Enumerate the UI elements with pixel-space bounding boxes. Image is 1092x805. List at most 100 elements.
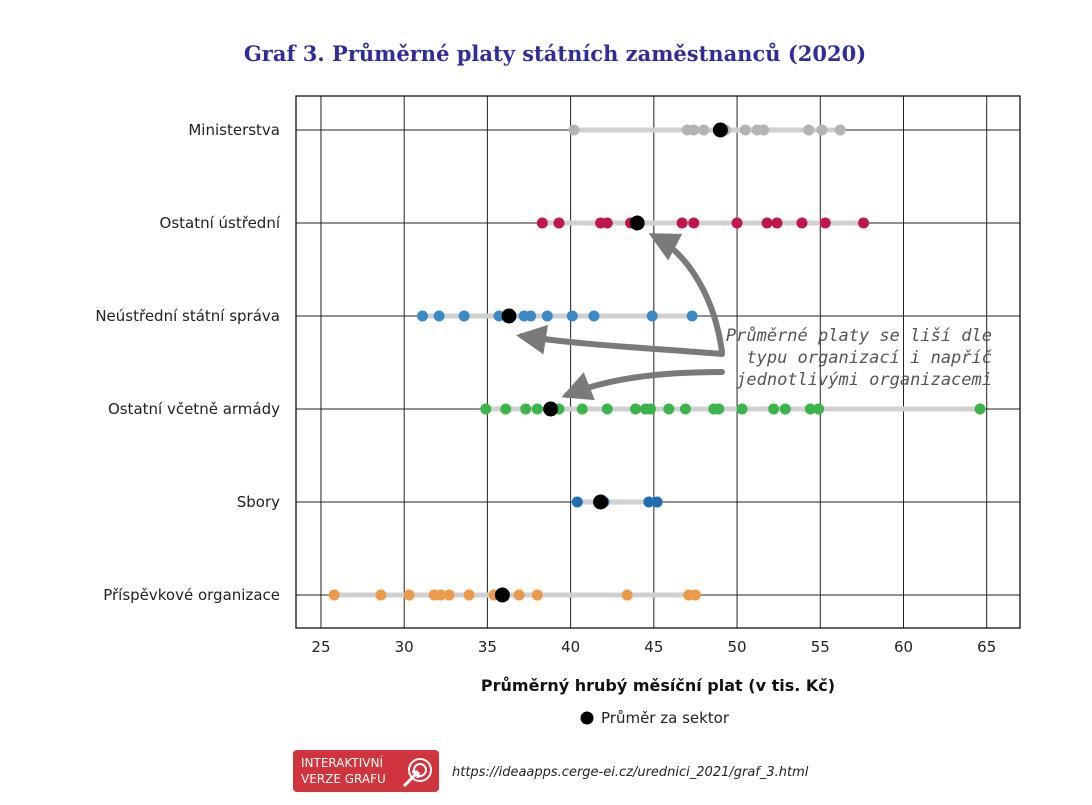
category-4-point-10: [645, 403, 657, 415]
category-3-point-9: [588, 310, 600, 322]
category-5-point-4: [651, 496, 663, 508]
category-3-label: Neústřední státní správa: [95, 307, 280, 325]
x-tick-label-55: 55: [811, 638, 830, 656]
category-3-point-1: [416, 310, 428, 322]
category-3-point-3: [458, 310, 470, 322]
category-2-point-2: [553, 217, 565, 229]
category-4-point-16: [768, 403, 780, 415]
category-2-point-7: [688, 217, 700, 229]
category-3-point-8: [566, 310, 578, 322]
arrow-to-ostatni-ustredni: [648, 233, 725, 355]
category-5-label: Sbory: [237, 493, 280, 511]
category-1-point-8: [758, 124, 770, 136]
category-2-point-9: [761, 217, 773, 229]
category-4-point-8: [630, 403, 642, 415]
category-2-point-8: [731, 217, 743, 229]
category-3-point-4: [493, 310, 505, 322]
category-3-point-7: [541, 310, 553, 322]
category-6-point-5: [435, 589, 447, 601]
category-4-point-7: [601, 403, 613, 415]
category-2-label: Ostatní ústřední: [160, 214, 281, 232]
category-4-point-2: [500, 403, 512, 415]
interactive-url-link[interactable]: https://ideaapps.cerge-ei.cz/urednici_20…: [452, 765, 809, 780]
x-tick-label-25: 25: [311, 638, 330, 656]
target-arrow-icon: [402, 758, 432, 788]
legend-mean-marker: [580, 711, 594, 725]
category-4-point-1: [480, 403, 492, 415]
category-3-point-6: [525, 310, 537, 322]
category-2-point-6: [676, 217, 688, 229]
data-points: [328, 124, 986, 601]
category-1-point-9: [803, 124, 815, 136]
x-tick-label-60: 60: [894, 638, 913, 656]
category-4-point-18: [804, 403, 816, 415]
category-4-point-6: [576, 403, 588, 415]
category-3-point-2: [433, 310, 445, 322]
x-tick-label-50: 50: [728, 638, 747, 656]
category-4-point-4: [531, 403, 543, 415]
chart-title: Graf 3. Průměrné platy státních zaměstna…: [244, 41, 866, 66]
category-1-point-3: [688, 124, 700, 136]
category-1-point-10: [816, 124, 828, 136]
annotation-arrows: [516, 233, 725, 401]
category-2-point-10: [771, 217, 783, 229]
category-1-point-6: [739, 124, 751, 136]
category-2-point-13: [858, 217, 870, 229]
category-6-point-1: [328, 589, 340, 601]
arrow-to-neustredni: [516, 324, 725, 357]
category-labels: Ministerstva Ostatní ústřední Neústřední s…: [95, 121, 281, 604]
category-1-point-11: [834, 124, 846, 136]
category-6-label: Příspěvkové organizace: [103, 586, 280, 604]
category-4-label: Ostatní včetně armády: [108, 400, 280, 418]
annotation-line-1: Průměrné platy se liší dle: [726, 326, 992, 346]
category-2-point-4: [601, 217, 613, 229]
category-1-point-1: [568, 124, 580, 136]
category-3-point-10: [646, 310, 658, 322]
x-tick-label-65: 65: [977, 638, 996, 656]
category-5-point-1: [571, 496, 583, 508]
category-6-point-10: [531, 589, 543, 601]
category-6-point-11: [621, 589, 633, 601]
mean-markers: [494, 122, 728, 603]
category-4-point-3: [520, 403, 532, 415]
category-4-point-14: [713, 403, 725, 415]
category-6-point-6: [443, 589, 455, 601]
category-6-point-7: [463, 589, 475, 601]
badge-line-2: VERZE GRAFU: [301, 772, 386, 786]
category-4-mean-marker: [543, 401, 559, 417]
category-1-label: Ministerstva: [188, 121, 280, 139]
x-tick-label-35: 35: [478, 638, 497, 656]
category-3-point-11: [686, 310, 698, 322]
category-4-point-19: [813, 403, 825, 415]
plot-frame: [295, 95, 1021, 629]
x-tick-labels: 25 30 35 40 45 50 55 60 65: [311, 638, 996, 656]
badge-line-1: INTERAKTIVNÍ: [301, 755, 383, 770]
category-5-mean-marker: [593, 494, 609, 510]
category-4-point-12: [679, 403, 691, 415]
category-6-mean-marker: [494, 587, 510, 603]
category-1-point-4: [698, 124, 710, 136]
category-6-point-13: [689, 589, 701, 601]
category-4-point-20: [974, 403, 986, 415]
category-2-point-11: [796, 217, 808, 229]
category-6-point-2: [375, 589, 387, 601]
category-5-point-3: [643, 496, 655, 508]
x-tick-label-40: 40: [561, 638, 580, 656]
interactive-version-button[interactable]: INTERAKTIVNÍ VERZE GRAFU: [293, 750, 439, 792]
category-4-point-17: [779, 403, 791, 415]
category-6-point-3: [403, 589, 415, 601]
x-tick-label-45: 45: [644, 638, 663, 656]
legend-label: Průměr za sektor: [601, 709, 730, 727]
category-2-mean-marker: [629, 215, 645, 231]
badge-background: [293, 750, 439, 792]
legend: Průměr za sektor: [580, 709, 730, 727]
category-2-point-1: [536, 217, 548, 229]
annotation-text: Průměrné platy se liší dle typu organiza…: [726, 326, 992, 390]
annotation-line-3: jednotlivými organizacemi: [736, 370, 992, 390]
x-axis-label: Průměrný hrubý měsíční plat (v tis. Kč): [481, 676, 835, 695]
category-6-point-9: [513, 589, 525, 601]
category-3-mean-marker: [501, 308, 517, 324]
arrow-to-ostatni-armady: [561, 369, 725, 401]
category-1-mean-marker: [712, 122, 728, 138]
